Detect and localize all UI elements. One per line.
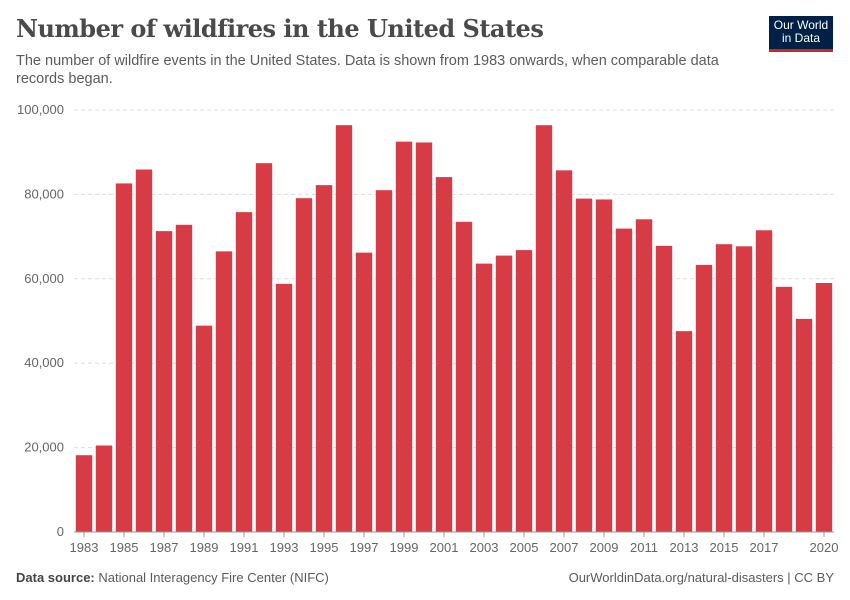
y-tick-label: 80,000: [24, 186, 64, 201]
bar-1987: [155, 231, 173, 532]
bar-2014: [695, 264, 713, 532]
bar-1989: [195, 325, 213, 532]
x-tick-label: 1993: [270, 540, 299, 555]
y-tick-label: 0: [57, 524, 64, 539]
x-tick-label: 2009: [590, 540, 619, 555]
bar-2007: [555, 170, 573, 532]
bar-1991: [235, 212, 253, 532]
bar-2005: [515, 250, 533, 532]
y-tick-label: 100,000: [17, 102, 64, 117]
bar-2004: [495, 255, 513, 532]
x-tick-label: 2017: [750, 540, 779, 555]
bar-1984: [95, 445, 113, 532]
bar-1983: [75, 455, 93, 532]
x-tick-label: 2005: [510, 540, 539, 555]
x-tick-label: 1989: [190, 540, 219, 555]
chart-title: Number of wildfires in the United States: [16, 14, 544, 43]
bar-2008: [575, 198, 593, 532]
bar-2013: [675, 331, 693, 532]
bar-1999: [395, 141, 413, 532]
bar-2003: [475, 263, 493, 532]
bar-1993: [275, 283, 293, 532]
y-tick-label: 40,000: [24, 355, 64, 370]
x-tick-label: 2003: [470, 540, 499, 555]
bar-1992: [255, 163, 273, 532]
bar-2002: [455, 221, 473, 532]
x-tick-label: 2007: [550, 540, 579, 555]
bar-1988: [175, 224, 193, 532]
bar-2020: [815, 283, 833, 532]
bar-1986: [135, 169, 153, 532]
bar-2006: [535, 125, 553, 532]
x-tick-label: 2015: [710, 540, 739, 555]
data-source: Data source: National Interagency Fire C…: [16, 570, 329, 585]
bar-2016: [735, 246, 753, 532]
x-tick-label: 2011: [630, 540, 658, 555]
bar-1985: [115, 183, 133, 533]
x-tick-label: 2020: [810, 540, 839, 555]
bar-1998: [375, 190, 393, 532]
x-tick-label: 1995: [310, 540, 339, 555]
x-tick-label: 1987: [150, 540, 179, 555]
bar-2001: [435, 177, 453, 532]
bar-2000: [415, 142, 433, 532]
source-url[interactable]: OurWorldinData.org/natural-disasters | C…: [568, 570, 834, 585]
bar-1997: [355, 252, 373, 533]
source-text: National Interagency Fire Center (NIFC): [98, 570, 329, 585]
bar-2011: [635, 219, 653, 532]
y-tick-label: 60,000: [24, 271, 64, 286]
source-label: Data source:: [16, 570, 95, 585]
x-tick-label: 2001: [430, 540, 459, 555]
x-tick-label: 1999: [390, 540, 419, 555]
bar-2017: [755, 230, 773, 532]
x-tick-label: 2013: [670, 540, 699, 555]
y-tick-label: 20,000: [24, 440, 64, 455]
x-tick-label: 1985: [110, 540, 139, 555]
bar-2010: [615, 228, 633, 532]
bar-1995: [315, 185, 333, 532]
bar-1990: [215, 251, 233, 532]
bar-2012: [655, 245, 673, 532]
bar-2018: [775, 286, 793, 532]
bar-1994: [295, 198, 313, 532]
chart-subtitle: The number of wildfire events in the Uni…: [16, 53, 719, 87]
bar-2015: [715, 244, 733, 533]
owid-logo[interactable]: Our World in Data: [769, 16, 833, 52]
bar-1996: [335, 125, 353, 532]
bar-2019: [795, 318, 813, 532]
bar-2009: [595, 199, 613, 533]
x-tick-label: 1983: [70, 540, 99, 555]
x-tick-label: 1997: [350, 540, 379, 555]
x-tick-label: 1991: [230, 540, 259, 555]
